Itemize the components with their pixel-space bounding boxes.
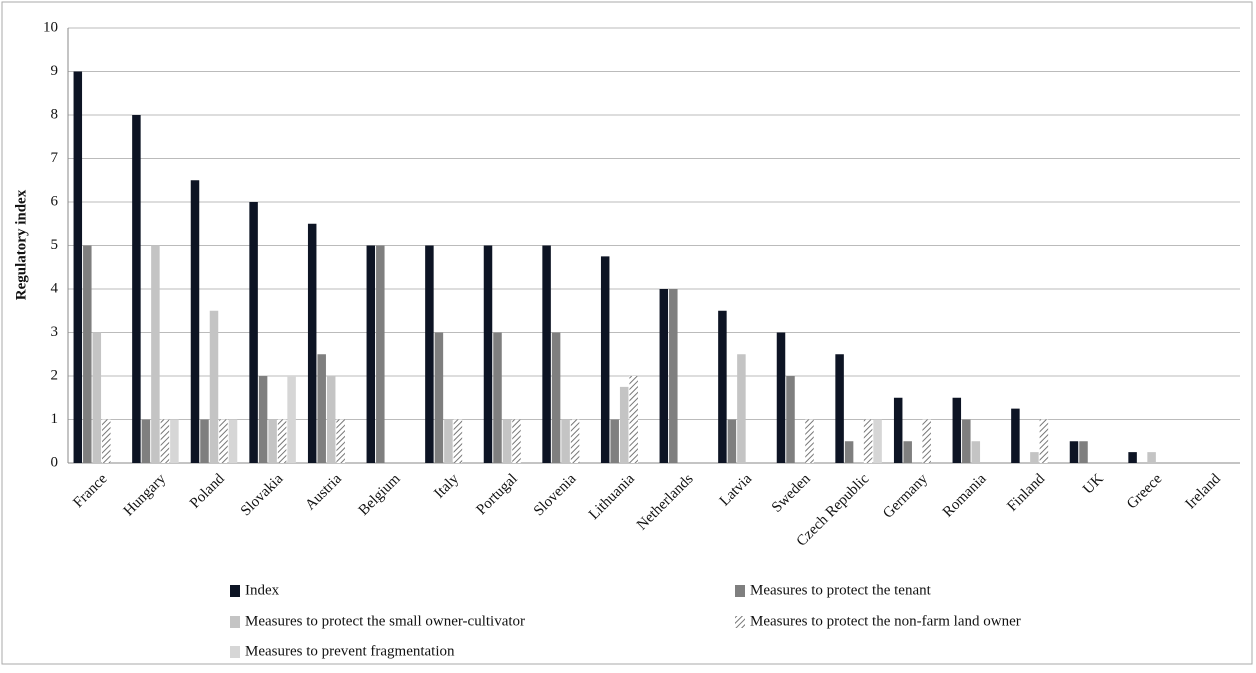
bar <box>258 376 268 463</box>
bar <box>493 332 502 463</box>
bar <box>425 245 434 463</box>
legend-label: Measures to protect the non-farm land ow… <box>750 613 1021 629</box>
y-tick-label: 2 <box>51 367 59 383</box>
legend-label: Measures to protect the small owner-cult… <box>245 613 525 629</box>
bar <box>1011 408 1020 463</box>
y-axis-label: Regulatory index <box>13 189 29 300</box>
bar <box>600 256 610 463</box>
y-tick-label: 6 <box>51 193 59 209</box>
bar <box>971 441 981 463</box>
bar <box>277 419 287 463</box>
bar <box>287 376 296 463</box>
legend-swatch <box>230 646 240 658</box>
bar <box>551 332 561 463</box>
bar <box>209 310 219 463</box>
bar <box>317 354 326 463</box>
bar <box>200 419 209 463</box>
bar <box>561 419 570 463</box>
bar <box>737 354 746 463</box>
bar <box>570 419 580 463</box>
bar <box>366 245 376 463</box>
y-tick-label: 7 <box>51 150 59 166</box>
bar <box>307 223 317 463</box>
bar <box>444 419 453 463</box>
bar <box>786 376 795 463</box>
bar <box>483 245 493 463</box>
bar <box>132 115 141 463</box>
bar <box>170 419 179 463</box>
bar <box>1147 452 1156 463</box>
y-tick-label: 10 <box>43 19 58 35</box>
bar <box>1128 452 1137 463</box>
bar <box>922 419 931 463</box>
bar <box>102 419 111 463</box>
bar <box>659 289 669 463</box>
bar <box>453 419 463 463</box>
bar <box>727 419 737 463</box>
bar <box>190 180 200 463</box>
bar <box>1079 441 1088 463</box>
bar <box>903 441 912 463</box>
bar <box>268 419 277 463</box>
bar <box>863 419 873 463</box>
bar <box>1030 452 1039 463</box>
bar <box>92 332 102 463</box>
legend-swatch <box>230 616 240 628</box>
y-tick-label: 9 <box>51 63 59 79</box>
bar <box>619 386 629 463</box>
y-tick-label: 3 <box>51 324 59 340</box>
bar <box>873 419 882 463</box>
bar <box>844 441 854 463</box>
bar <box>805 419 814 463</box>
legend-swatch <box>230 585 240 597</box>
bar <box>83 245 92 463</box>
bar <box>610 419 619 463</box>
bar <box>669 289 678 463</box>
bar <box>893 397 903 463</box>
y-tick-label: 5 <box>51 237 59 253</box>
bar <box>1039 419 1049 463</box>
legend-swatch <box>735 616 745 628</box>
bar <box>219 419 228 463</box>
y-tick-label: 0 <box>51 454 59 470</box>
legend-swatch <box>735 585 745 597</box>
bar <box>962 419 971 463</box>
bar <box>73 71 83 463</box>
bar <box>141 419 151 463</box>
bar <box>326 376 336 463</box>
bar <box>718 310 727 463</box>
legend-label: Index <box>245 582 280 598</box>
bar <box>228 419 238 463</box>
bar <box>776 332 786 463</box>
bar <box>502 419 512 463</box>
bar <box>952 397 962 463</box>
bar <box>542 245 551 463</box>
bar <box>1069 441 1079 463</box>
legend-label: Measures to protect the tenant <box>750 582 932 598</box>
bar <box>249 202 258 463</box>
bar <box>434 332 444 463</box>
bar <box>160 419 170 463</box>
legend-label: Measures to prevent fragmentation <box>245 643 455 659</box>
y-tick-label: 4 <box>51 280 59 296</box>
bar <box>629 376 638 463</box>
y-tick-label: 8 <box>51 106 59 122</box>
bar <box>376 245 385 463</box>
bar <box>151 245 160 463</box>
bar <box>835 354 844 463</box>
bar <box>336 419 345 463</box>
y-tick-label: 1 <box>51 411 59 427</box>
bar <box>512 419 521 463</box>
